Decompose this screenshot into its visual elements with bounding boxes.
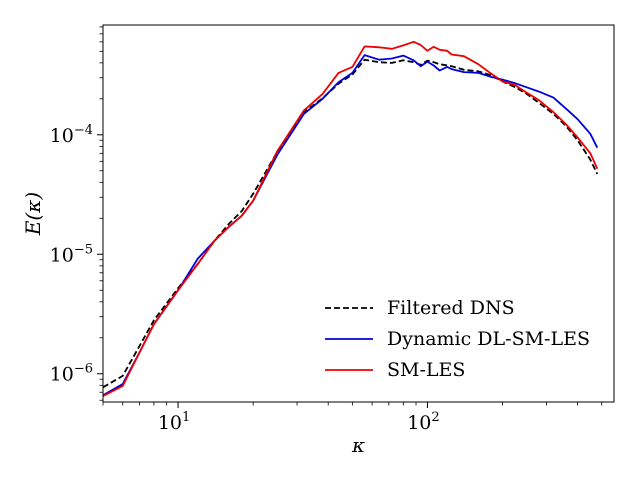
series-line-1 — [103, 58, 599, 389]
series-layer — [103, 40, 599, 397]
legend-label-1: Filtered DNS — [387, 297, 515, 319]
series-line-3 — [103, 40, 599, 397]
legend-label-2: Dynamic DL-SM-LES — [387, 328, 590, 350]
x-tick-label-2: 102 — [407, 410, 439, 434]
y-tick-label-2: 10−5 — [50, 242, 93, 266]
x-axis-label: κ — [351, 433, 365, 457]
tick-layer: 101 102 10−6 10−5 10−4 — [50, 26, 603, 434]
x-tick-label-1: 101 — [158, 410, 190, 434]
y-axis-label: E(κ) — [21, 192, 45, 236]
y-tick-label-3: 10−4 — [50, 123, 93, 147]
legend: Filtered DNS Dynamic DL-SM-LES SM-LES — [325, 297, 590, 381]
plot-frame — [102, 24, 615, 403]
legend-label-3: SM-LES — [387, 359, 465, 381]
y-tick-label-1: 10−6 — [50, 362, 93, 386]
